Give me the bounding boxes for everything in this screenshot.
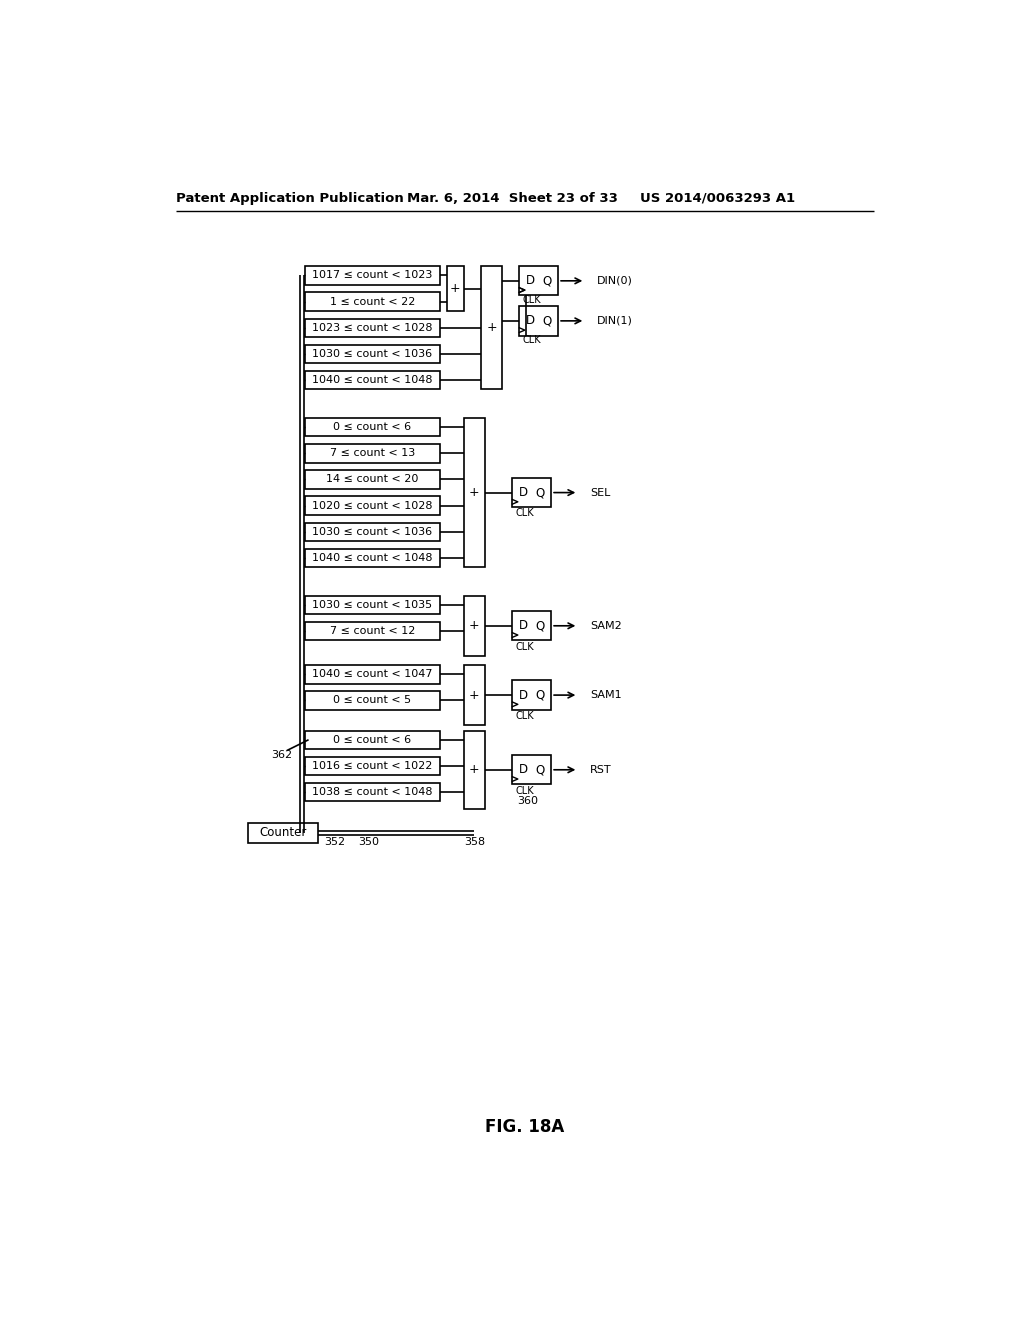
Text: CLK: CLK [522, 335, 541, 345]
Bar [305, 595, 440, 614]
Bar [464, 730, 485, 809]
Text: 1040 ≤ count < 1047: 1040 ≤ count < 1047 [312, 669, 433, 680]
Bar [519, 306, 558, 335]
Text: +: + [486, 321, 497, 334]
Text: CLK: CLK [515, 785, 535, 796]
Bar [446, 267, 464, 312]
Bar [305, 756, 440, 775]
Text: 358: 358 [464, 837, 485, 847]
Text: 7 ≤ count < 13: 7 ≤ count < 13 [330, 449, 415, 458]
Bar [305, 293, 440, 312]
Text: 1040 ≤ count < 1048: 1040 ≤ count < 1048 [312, 553, 433, 564]
Text: 1023 ≤ count < 1028: 1023 ≤ count < 1028 [312, 323, 433, 333]
Bar [305, 470, 440, 488]
Text: 1016 ≤ count < 1022: 1016 ≤ count < 1022 [312, 760, 433, 771]
Text: DIN(0): DIN(0) [597, 276, 633, 286]
Bar [305, 371, 440, 389]
Text: +: + [469, 619, 479, 632]
Bar [512, 681, 551, 710]
Text: 360: 360 [517, 796, 539, 807]
Text: Patent Application Publication: Patent Application Publication [176, 191, 403, 205]
Bar [305, 549, 440, 568]
Text: Q: Q [536, 763, 545, 776]
Text: SAM2: SAM2 [590, 620, 622, 631]
Bar [464, 595, 485, 656]
Bar [305, 692, 440, 710]
Text: Q: Q [543, 275, 552, 288]
Bar [305, 267, 440, 285]
Bar [305, 444, 440, 462]
Text: D: D [519, 763, 527, 776]
Text: US 2014/0063293 A1: US 2014/0063293 A1 [640, 191, 795, 205]
Text: 1030 ≤ count < 1035: 1030 ≤ count < 1035 [312, 601, 432, 610]
Text: 362: 362 [271, 750, 293, 760]
Text: 1038 ≤ count < 1048: 1038 ≤ count < 1048 [312, 787, 433, 797]
Bar [305, 418, 440, 437]
Text: D: D [525, 275, 535, 288]
Text: Q: Q [536, 689, 545, 702]
Bar [464, 418, 485, 568]
Text: +: + [469, 689, 479, 702]
Text: CLK: CLK [515, 642, 535, 652]
Bar [305, 318, 440, 337]
Text: 352: 352 [325, 837, 345, 847]
Bar [248, 822, 317, 843]
Bar [512, 478, 551, 507]
Bar [305, 783, 440, 801]
Bar [305, 523, 440, 541]
Text: +: + [469, 486, 479, 499]
Text: 1030 ≤ count < 1036: 1030 ≤ count < 1036 [312, 348, 432, 359]
Text: SEL: SEL [590, 487, 610, 498]
Bar [305, 345, 440, 363]
Text: DIN(1): DIN(1) [597, 315, 633, 326]
Bar [464, 665, 485, 725]
Bar [512, 611, 551, 640]
Text: +: + [469, 763, 479, 776]
Text: 7 ≤ count < 12: 7 ≤ count < 12 [330, 626, 415, 636]
Text: 350: 350 [357, 837, 379, 847]
Bar [480, 267, 503, 389]
Bar [305, 496, 440, 515]
Text: Mar. 6, 2014  Sheet 23 of 33: Mar. 6, 2014 Sheet 23 of 33 [407, 191, 617, 205]
Text: D: D [519, 689, 527, 702]
Text: +: + [450, 282, 461, 296]
Text: FIG. 18A: FIG. 18A [485, 1118, 564, 1137]
Text: D: D [519, 619, 527, 632]
Bar [519, 267, 558, 296]
Bar [305, 730, 440, 748]
Bar [512, 755, 551, 784]
Text: 1030 ≤ count < 1036: 1030 ≤ count < 1036 [312, 527, 432, 537]
Text: CLK: CLK [515, 711, 535, 721]
Text: 1017 ≤ count < 1023: 1017 ≤ count < 1023 [312, 271, 433, 280]
Text: RST: RST [590, 764, 611, 775]
Text: 0 ≤ count < 5: 0 ≤ count < 5 [334, 696, 412, 705]
Text: CLK: CLK [522, 296, 541, 305]
Text: 0 ≤ count < 6: 0 ≤ count < 6 [334, 422, 412, 432]
Text: Q: Q [543, 314, 552, 327]
Text: Q: Q [536, 486, 545, 499]
Text: SAM1: SAM1 [590, 690, 622, 700]
Text: 1020 ≤ count < 1028: 1020 ≤ count < 1028 [312, 500, 433, 511]
Bar [305, 665, 440, 684]
Text: 1 ≤ count < 22: 1 ≤ count < 22 [330, 297, 415, 306]
Bar [305, 622, 440, 640]
Text: CLK: CLK [515, 508, 535, 519]
Text: 1040 ≤ count < 1048: 1040 ≤ count < 1048 [312, 375, 433, 385]
Text: Counter: Counter [259, 826, 306, 840]
Text: D: D [519, 486, 527, 499]
Text: D: D [525, 314, 535, 327]
Text: 14 ≤ count < 20: 14 ≤ count < 20 [327, 474, 419, 484]
Text: Q: Q [536, 619, 545, 632]
Text: 0 ≤ count < 6: 0 ≤ count < 6 [334, 735, 412, 744]
